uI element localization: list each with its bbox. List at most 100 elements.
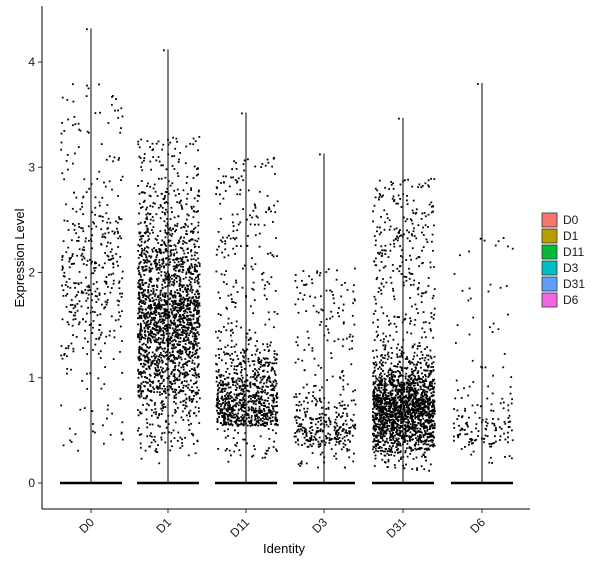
data-point [120, 179, 122, 181]
data-point [348, 348, 351, 351]
violin-group-d0 [60, 28, 124, 485]
data-point [155, 306, 158, 308]
data-point [407, 392, 410, 395]
data-point [158, 414, 160, 417]
data-point [258, 232, 261, 235]
data-point [255, 392, 258, 394]
data-point [432, 399, 435, 402]
data-point [146, 381, 148, 384]
data-point [236, 181, 238, 184]
data-point [216, 403, 219, 406]
data-point [341, 415, 344, 417]
data-point [222, 423, 225, 426]
data-point [98, 336, 101, 339]
data-point [139, 308, 142, 310]
data-point [246, 332, 249, 335]
data-point [163, 325, 166, 328]
data-point [273, 352, 276, 355]
data-point [143, 157, 146, 159]
data-point [275, 401, 278, 403]
data-point [393, 464, 396, 466]
data-point [227, 410, 229, 413]
data-point [218, 353, 220, 356]
data-point [379, 394, 381, 397]
data-point [172, 303, 175, 306]
data-point [412, 384, 415, 387]
data-point [172, 332, 175, 334]
data-point [274, 384, 277, 387]
data-point [425, 375, 427, 378]
data-point [177, 354, 180, 357]
data-point [188, 411, 190, 414]
data-point [195, 400, 198, 403]
data-point [391, 411, 393, 414]
data-point [385, 431, 387, 433]
data-point [138, 434, 141, 436]
data-point [169, 320, 172, 323]
data-point [395, 325, 398, 328]
data-point [329, 289, 332, 292]
data-point [247, 339, 250, 341]
data-point [235, 372, 238, 375]
data-point [259, 435, 262, 438]
data-point [242, 438, 245, 441]
data-point [236, 354, 239, 357]
data-point [137, 267, 140, 270]
data-point [314, 296, 317, 299]
data-point [185, 350, 188, 352]
data-point [160, 354, 163, 356]
data-point [165, 278, 168, 281]
data-point [175, 314, 178, 317]
data-point [180, 366, 183, 369]
data-point [146, 321, 148, 324]
data-point [265, 453, 268, 455]
data-point [71, 255, 74, 257]
data-point [167, 335, 170, 338]
data-point [171, 347, 174, 350]
data-point [106, 408, 109, 411]
data-point [175, 346, 177, 349]
data-point [167, 231, 170, 234]
data-point [145, 250, 148, 253]
data-point [188, 388, 191, 391]
data-point [312, 439, 315, 441]
data-point [78, 300, 81, 303]
data-point [166, 285, 169, 287]
data-point [273, 362, 275, 365]
data-point [216, 401, 219, 404]
data-point [373, 363, 376, 366]
data-point [399, 372, 401, 374]
data-point [237, 432, 239, 434]
data-point [164, 296, 167, 298]
data-point [150, 331, 153, 333]
data-point [251, 216, 253, 219]
data-point [195, 276, 197, 279]
data-point [373, 428, 376, 431]
data-point [164, 406, 167, 408]
data-point [354, 424, 356, 427]
data-point [153, 202, 156, 205]
data-point [262, 424, 265, 426]
data-point [252, 312, 254, 315]
data-point [217, 389, 219, 392]
data-point [68, 310, 71, 313]
data-point [164, 213, 166, 216]
data-point [149, 380, 151, 383]
data-point [137, 394, 140, 397]
data-point [197, 257, 199, 260]
data-point [178, 269, 181, 271]
data-point [250, 419, 253, 422]
data-point [154, 340, 156, 343]
data-point [164, 295, 167, 297]
data-point [169, 297, 172, 300]
data-point [163, 309, 166, 312]
data-point [260, 361, 262, 363]
data-point [259, 409, 262, 412]
data-point [397, 379, 399, 382]
data-point [195, 321, 198, 324]
data-point [115, 220, 117, 223]
data-point [396, 347, 398, 350]
data-point [182, 340, 184, 343]
data-point [174, 306, 177, 308]
data-point [157, 242, 160, 244]
